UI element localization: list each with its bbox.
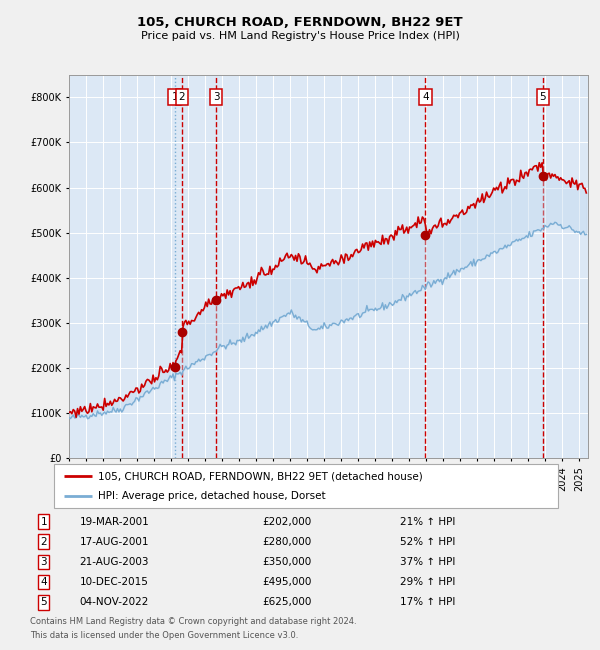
Text: 04-NOV-2022: 04-NOV-2022 [80, 597, 149, 607]
Text: 5: 5 [40, 597, 47, 607]
Text: £202,000: £202,000 [262, 517, 311, 526]
Text: Price paid vs. HM Land Registry's House Price Index (HPI): Price paid vs. HM Land Registry's House … [140, 31, 460, 40]
Text: 21-AUG-2003: 21-AUG-2003 [80, 557, 149, 567]
Text: £280,000: £280,000 [262, 537, 311, 547]
Text: 105, CHURCH ROAD, FERNDOWN, BH22 9ET: 105, CHURCH ROAD, FERNDOWN, BH22 9ET [137, 16, 463, 29]
Text: 21% ↑ HPI: 21% ↑ HPI [400, 517, 455, 526]
Text: 19-MAR-2001: 19-MAR-2001 [80, 517, 149, 526]
Text: 2: 2 [179, 92, 185, 102]
Text: 10-DEC-2015: 10-DEC-2015 [80, 577, 149, 587]
Text: 17% ↑ HPI: 17% ↑ HPI [400, 597, 455, 607]
Text: 3: 3 [213, 92, 220, 102]
Text: 3: 3 [40, 557, 47, 567]
Text: £350,000: £350,000 [262, 557, 311, 567]
Text: 52% ↑ HPI: 52% ↑ HPI [400, 537, 455, 547]
Text: 4: 4 [422, 92, 428, 102]
Text: £625,000: £625,000 [262, 597, 311, 607]
Text: 4: 4 [40, 577, 47, 587]
Text: 17-AUG-2001: 17-AUG-2001 [80, 537, 149, 547]
Text: 2: 2 [40, 537, 47, 547]
Text: 29% ↑ HPI: 29% ↑ HPI [400, 577, 455, 587]
Text: This data is licensed under the Open Government Licence v3.0.: This data is licensed under the Open Gov… [30, 630, 298, 640]
Text: 1: 1 [40, 517, 47, 526]
Text: 37% ↑ HPI: 37% ↑ HPI [400, 557, 455, 567]
Text: Contains HM Land Registry data © Crown copyright and database right 2024.: Contains HM Land Registry data © Crown c… [30, 618, 356, 627]
FancyBboxPatch shape [54, 464, 558, 508]
Text: HPI: Average price, detached house, Dorset: HPI: Average price, detached house, Dors… [98, 491, 326, 501]
Text: 5: 5 [539, 92, 546, 102]
Text: 1: 1 [172, 92, 178, 102]
Text: £495,000: £495,000 [262, 577, 311, 587]
Text: 105, CHURCH ROAD, FERNDOWN, BH22 9ET (detached house): 105, CHURCH ROAD, FERNDOWN, BH22 9ET (de… [98, 471, 423, 481]
